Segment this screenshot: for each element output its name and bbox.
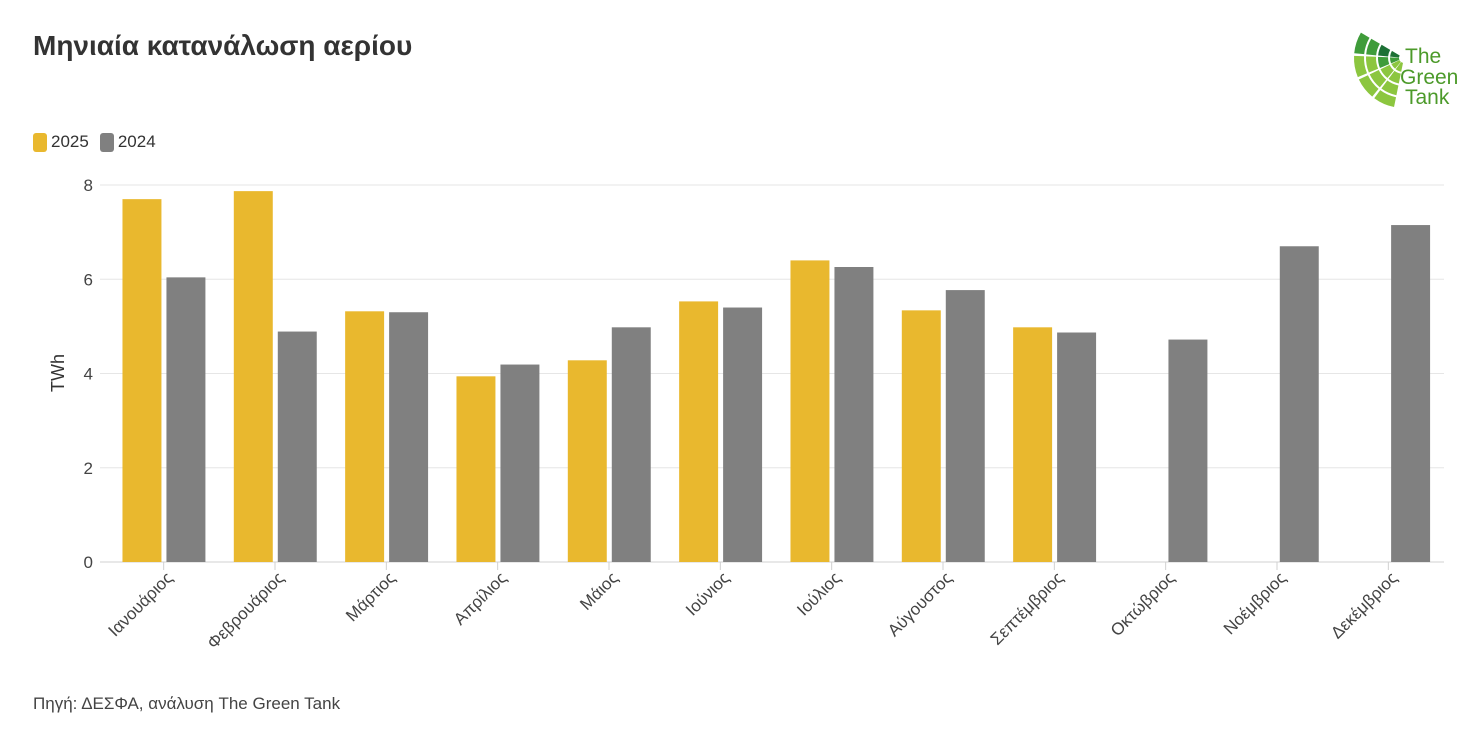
logo-tile <box>1389 57 1400 64</box>
bar-2025-5 <box>567 360 607 562</box>
x-tick-label: Σεπτέμβριος <box>987 568 1067 648</box>
x-tick-label: Ιανουάριος <box>105 568 177 640</box>
logo-tile <box>1369 70 1387 88</box>
bar-2024-9 <box>1057 332 1097 562</box>
logo-text-green: Green <box>1400 66 1458 89</box>
chart-title: Μηνιαία κατανάλωση αερίου <box>33 30 413 61</box>
the-green-tank-logo: The Green Tank <box>1354 32 1458 109</box>
logo-tile <box>1366 56 1379 73</box>
logo-tile <box>1358 75 1379 97</box>
logo-tile <box>1390 50 1400 58</box>
logo-tile <box>1395 62 1403 72</box>
bar-2025-4 <box>456 376 496 562</box>
bar-2025-6 <box>679 301 719 562</box>
bar-2024-2 <box>277 331 317 562</box>
logo-tile <box>1374 90 1397 107</box>
bar-2024-1 <box>166 277 206 562</box>
y-tick-label: 2 <box>84 459 93 478</box>
logo-tile <box>1388 70 1401 84</box>
logo-tile <box>1354 32 1370 55</box>
y-axis-labels: 0 2 4 6 8 <box>84 176 93 572</box>
y-tick-label: 6 <box>84 270 93 289</box>
logo-tile <box>1391 60 1401 69</box>
bar-2024-7 <box>834 266 874 562</box>
bar-2025-8 <box>901 310 941 562</box>
y-tick-label: 4 <box>84 365 93 384</box>
x-tick-label: Δεκέμβριος <box>1327 568 1401 642</box>
bar-2024-11 <box>1279 246 1319 562</box>
x-tick-label: Μάρτιος <box>342 568 399 625</box>
bars <box>122 191 1431 562</box>
legend-label: 2024 <box>117 132 156 151</box>
logo-fan-icon <box>1354 32 1403 107</box>
logo-tile <box>1366 38 1380 56</box>
bar-2024-12 <box>1391 225 1431 562</box>
legend-swatch <box>33 132 47 152</box>
x-tick-label: Ιούνιος <box>682 568 733 619</box>
bar-2025-9 <box>1013 327 1053 562</box>
bar-2024-8 <box>945 290 985 562</box>
legend-item-2024[interactable]: 2024 <box>99 132 156 152</box>
x-tick-label: Απρίλιος <box>450 568 510 628</box>
y-tick-label: 8 <box>84 176 93 195</box>
legend-item-2025[interactable]: 2025 <box>33 132 89 152</box>
bar-2024-5 <box>611 327 651 562</box>
bar-2025-7 <box>790 260 830 562</box>
gridlines <box>100 184 1444 570</box>
x-tick-label: Νοέμβριος <box>1220 568 1290 638</box>
logo-tile <box>1381 80 1399 96</box>
bar-2025-1 <box>122 199 162 562</box>
logo-tile <box>1378 44 1391 57</box>
logo-text-the: The <box>1405 45 1441 68</box>
bar-2024-6 <box>723 307 763 562</box>
bar-2025-3 <box>345 311 385 562</box>
x-tick-label: Ιούλιος <box>793 568 844 619</box>
legend-swatch <box>99 132 114 152</box>
logo-tile <box>1380 64 1394 79</box>
x-tick-label: Οκτώβριος <box>1107 568 1179 640</box>
x-axis-labels: Ιανουάριος Φεβρουάριος Μάρτιος Απρίλιος Μάιο… <box>105 568 1402 652</box>
logo-tile <box>1377 56 1390 68</box>
bar-2024-10 <box>1168 339 1208 562</box>
legend: 2025 2024 <box>33 132 156 152</box>
legend-label: 2025 <box>51 132 89 151</box>
y-axis-title: TWh <box>48 354 68 392</box>
bar-2024-4 <box>500 364 540 562</box>
x-tick-label: Μάιος <box>576 568 622 614</box>
logo-text-tank: Tank <box>1405 86 1450 109</box>
y-tick-label: 0 <box>84 553 93 572</box>
bar-2024-3 <box>389 312 429 562</box>
x-tick-label: Φεβρουάριος <box>203 568 287 652</box>
source-note: Πηγή: ΔΕΣΦΑ, ανάλυση The Green Tank <box>33 694 341 713</box>
bar-2025-2 <box>233 191 273 562</box>
x-tick-label: Αύγουστος <box>884 568 956 640</box>
logo-tile <box>1354 55 1368 78</box>
